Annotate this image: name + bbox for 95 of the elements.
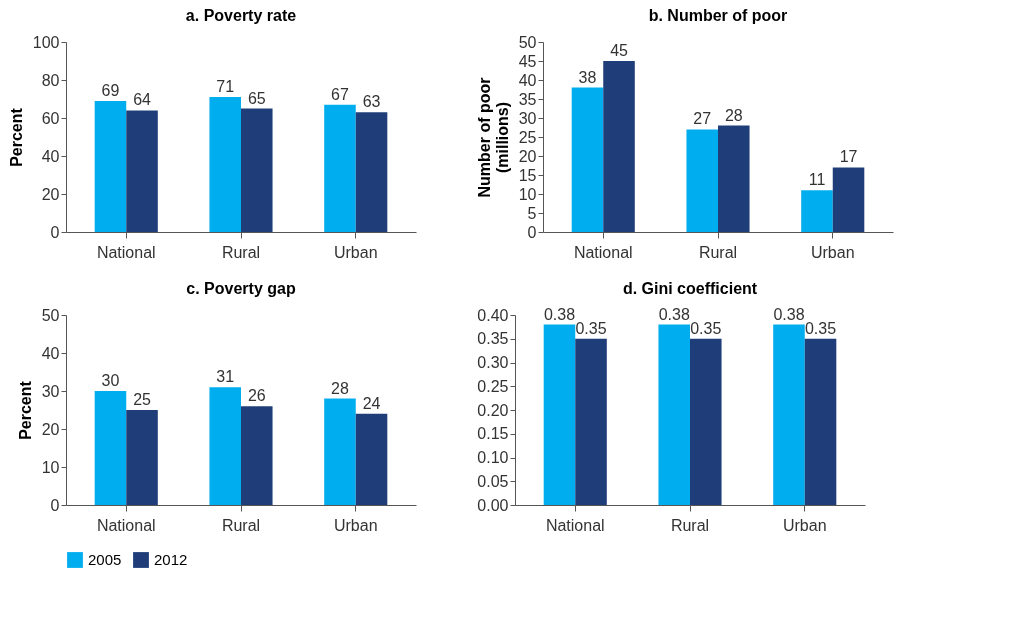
y-tick-label: 40 xyxy=(518,71,537,89)
data-label: 24 xyxy=(362,394,381,412)
y-tick-label: 30 xyxy=(41,382,60,400)
bar xyxy=(126,410,158,505)
bar xyxy=(209,387,241,505)
y-axis-title: Percent xyxy=(7,107,25,167)
bar xyxy=(94,391,127,505)
data-label: 0.35 xyxy=(804,319,837,337)
data-label: 0.35 xyxy=(575,319,607,337)
bar xyxy=(241,406,273,505)
bar xyxy=(94,100,127,232)
bar xyxy=(686,129,718,232)
chart-title: a. Poverty rate xyxy=(185,7,297,24)
bar xyxy=(571,87,604,232)
y-tick-label: 0 xyxy=(527,223,537,241)
bar xyxy=(355,413,388,505)
chart-title: d. Gini coefficient xyxy=(622,279,758,297)
data-label: 26 xyxy=(247,387,266,405)
y-tick-label: 40 xyxy=(41,147,60,165)
x-tick-label: National xyxy=(573,243,633,261)
bar xyxy=(209,97,241,232)
y-tick-label: 20 xyxy=(518,147,537,165)
y-tick-label: 35 xyxy=(518,90,537,108)
data-label: 69 xyxy=(101,81,120,99)
y-tick-label: 80 xyxy=(41,71,60,89)
x-tick-label: Rural xyxy=(221,243,261,261)
data-label: 0.35 xyxy=(690,319,722,337)
x-tick-label: Rural xyxy=(698,243,738,261)
data-label: 64 xyxy=(133,91,152,109)
y-axis-title: Number of poor (millions) xyxy=(475,77,511,198)
legend-label: 2005 xyxy=(88,551,122,568)
chart-title: b. Number of poor xyxy=(648,7,788,24)
bar xyxy=(832,167,865,232)
data-label: 45 xyxy=(610,42,629,59)
y-tick-label: 0.20 xyxy=(477,401,509,419)
data-label: 28 xyxy=(331,379,349,397)
data-label: 71 xyxy=(216,78,235,96)
x-tick-label: Rural xyxy=(670,516,710,534)
y-tick-label: 0 xyxy=(50,223,60,241)
bar xyxy=(801,190,833,232)
bar xyxy=(324,398,356,505)
bar xyxy=(126,110,158,232)
data-label: 25 xyxy=(133,391,152,408)
bar xyxy=(241,108,273,232)
y-tick-label: 45 xyxy=(518,52,537,70)
legend-label: 2012 xyxy=(154,551,188,568)
y-tick-label: 25 xyxy=(518,128,537,146)
y-tick-label: 20 xyxy=(41,185,60,203)
y-tick-label: 100 xyxy=(32,33,60,51)
data-label: 67 xyxy=(331,85,349,103)
bar xyxy=(324,104,356,232)
y-tick-label: 0.25 xyxy=(477,377,509,395)
y-tick-label: 0 xyxy=(50,496,60,514)
y-tick-label: 40 xyxy=(41,344,60,362)
data-label: 63 xyxy=(362,93,381,111)
x-tick-label: National xyxy=(545,516,605,534)
data-label: 0.38 xyxy=(773,305,805,323)
data-label: 30 xyxy=(101,372,120,389)
data-label: 27 xyxy=(693,110,712,128)
y-tick-label: 30 xyxy=(518,109,537,127)
y-tick-label: 0.15 xyxy=(477,425,509,443)
y-tick-label: 50 xyxy=(41,306,60,324)
data-label: 28 xyxy=(724,106,743,124)
data-label: 17 xyxy=(839,148,858,166)
y-tick-label: 10 xyxy=(41,458,60,476)
y-tick-label: 0.40 xyxy=(477,306,509,324)
data-label: 11 xyxy=(808,171,826,189)
bar xyxy=(355,112,388,232)
y-tick-label: 0.00 xyxy=(477,496,509,514)
chart-title: c. Poverty gap xyxy=(186,280,296,297)
y-tick-label: 50 xyxy=(518,33,537,51)
x-tick-label: Urban xyxy=(333,243,378,261)
y-tick-label: 20 xyxy=(41,420,60,438)
data-label: 31 xyxy=(216,368,235,386)
y-tick-label: 5 xyxy=(527,204,537,222)
data-label: 0.38 xyxy=(543,305,576,323)
y-tick-label: 15 xyxy=(518,166,537,184)
data-label: 65 xyxy=(247,89,266,107)
x-tick-label: Urban xyxy=(782,516,827,534)
bar xyxy=(603,61,635,232)
y-axis-title: Percent xyxy=(16,380,34,440)
y-tick-label: 60 xyxy=(41,109,60,127)
y-tick-label: 0.10 xyxy=(477,449,509,466)
y-tick-label: 0.30 xyxy=(477,354,509,371)
y-tick-label: 0.05 xyxy=(477,472,509,490)
x-tick-label: Urban xyxy=(810,243,855,261)
x-tick-label: National xyxy=(96,516,156,534)
data-label: 0.38 xyxy=(658,305,690,323)
bar xyxy=(718,125,750,232)
y-tick-label: 0.35 xyxy=(477,330,509,348)
y-tick-label: 10 xyxy=(518,185,537,203)
x-tick-label: Urban xyxy=(333,516,378,534)
x-tick-label: National xyxy=(96,243,156,261)
data-label: 38 xyxy=(578,68,597,86)
x-tick-label: Rural xyxy=(221,516,261,534)
